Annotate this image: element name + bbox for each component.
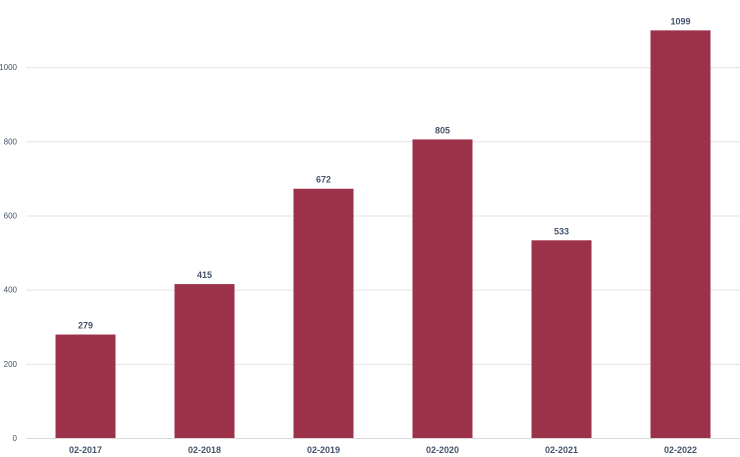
bar [650,30,711,438]
data-label: 805 [435,125,450,135]
y-tick-label: 400 [4,286,18,295]
y-tick-label: 0 [13,434,18,443]
bar [531,240,592,438]
y-axis-ticks: 0 200 400 600 800 1000 [0,63,18,443]
x-axis-ticks: 02-2017 02-2018 02-2019 02-2020 02-2021 02-20… [69,445,697,455]
y-tick-label: 1000 [0,63,18,72]
gridlines [26,67,740,365]
data-labels: 279 415 672 805 533 1099 [78,16,691,330]
bar [174,284,235,438]
bars [55,30,711,438]
bar [293,188,354,438]
x-tick-label: 02-2019 [307,445,340,455]
y-tick-label: 600 [4,211,18,220]
data-label: 533 [554,226,569,236]
x-tick-label: 02-2020 [426,445,459,455]
x-tick-label: 02-2017 [69,445,102,455]
bar [412,139,473,438]
data-label: 1099 [670,16,690,26]
data-label: 672 [316,175,331,185]
data-label: 279 [78,321,93,331]
y-tick-label: 800 [4,137,18,146]
x-tick-label: 02-2021 [545,445,578,455]
x-tick-label: 02-2018 [188,445,221,455]
data-label: 415 [197,270,212,280]
y-tick-label: 200 [4,360,18,369]
x-tick-label: 02-2022 [664,445,697,455]
bar [55,334,116,438]
